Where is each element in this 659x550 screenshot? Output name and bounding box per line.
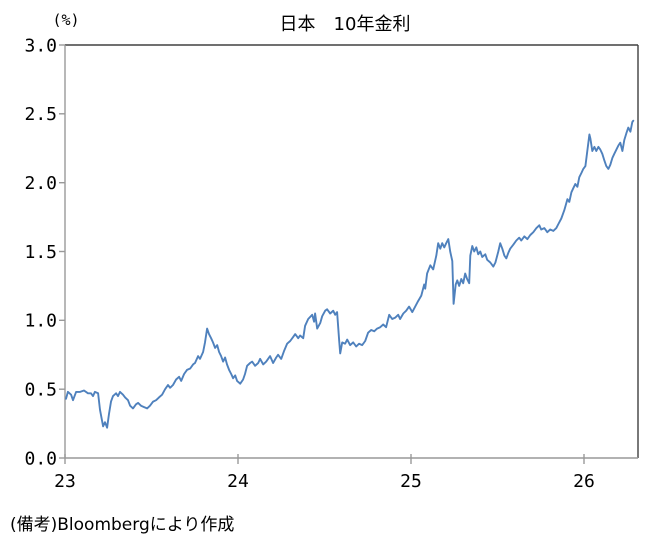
chart-title: 日本 10年金利	[280, 14, 411, 35]
y-tick-label: 0.5	[24, 380, 57, 401]
y-tick-label: 2.0	[24, 173, 57, 194]
x-tick-label: 25	[400, 471, 422, 492]
y-tick-label: 1.5	[24, 242, 57, 263]
yield-line-series	[65, 119, 635, 429]
source-note: (備考)Bloombergにより作成	[10, 515, 234, 535]
x-axis-ticks	[64, 454, 585, 464]
x-tick-label: 26	[573, 471, 595, 492]
y-tick-label: 0.0	[24, 448, 57, 469]
y-axis-ticks	[59, 44, 65, 459]
y-axis-labels: 3.0 2.5 2.0 1.5 1.0 0.5 0.0	[24, 35, 57, 469]
x-tick-label: 24	[227, 471, 249, 492]
y-tick-label: 2.5	[24, 104, 57, 125]
y-axis-unit-label: (%)	[52, 11, 79, 29]
y-tick-label: 3.0	[24, 35, 57, 56]
y-tick-label: 1.0	[24, 311, 57, 332]
x-tick-label: 23	[54, 471, 76, 492]
plot-border	[64, 44, 639, 459]
x-axis-labels: 23 24 25 26	[54, 471, 595, 492]
